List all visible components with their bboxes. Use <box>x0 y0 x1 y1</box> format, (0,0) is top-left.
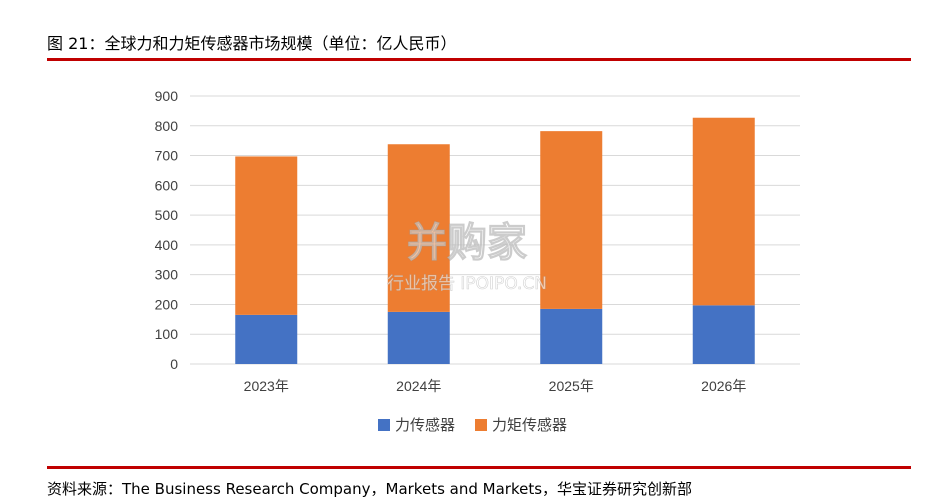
x-tick-label: 2026年 <box>701 378 746 394</box>
y-tick-label: 500 <box>155 207 179 223</box>
y-tick-label: 800 <box>155 118 179 134</box>
bar-force-3 <box>540 308 603 364</box>
watermark: 并购家 行业报告 IPOIPO.CN <box>387 220 548 295</box>
bar-force-1 <box>235 314 298 364</box>
bottom-divider <box>47 466 911 469</box>
y-tick-label: 300 <box>155 267 179 283</box>
figure-title: 图 21：全球力和力矩传感器市场规模（单位：亿人民币） <box>47 34 457 53</box>
bar-force-4 <box>692 305 755 364</box>
watermark-tagline: 行业报告 IPOIPO.CN <box>387 274 547 294</box>
y-tick-label: 200 <box>155 296 179 312</box>
legend-label-torque: 力矩传感器 <box>492 416 567 434</box>
legend-label-force: 力传感器 <box>395 416 455 434</box>
legend: 力传感器 力矩传感器 <box>378 416 567 434</box>
y-tick-label: 100 <box>155 326 179 342</box>
legend-swatch-torque <box>475 419 487 431</box>
x-tick-label: 2023年 <box>244 378 289 394</box>
y-tick-label: 400 <box>155 237 179 253</box>
watermark-brand: 并购家 <box>407 220 527 266</box>
legend-swatch-force <box>378 419 390 431</box>
bar-torque-1 <box>235 156 298 315</box>
bars <box>235 117 755 364</box>
bar-torque-2 <box>387 144 450 312</box>
x-tick-label: 2025年 <box>549 378 594 394</box>
y-tick-label: 0 <box>170 356 178 372</box>
y-tick-label: 900 <box>155 88 179 104</box>
x-axis-ticks: 2023年 2024年 2025年 2026年 <box>244 378 747 394</box>
y-tick-label: 700 <box>155 148 179 164</box>
x-tick-label: 2024年 <box>396 378 441 394</box>
y-axis-ticks: 0 100 200 300 400 500 600 700 800 900 <box>155 88 179 372</box>
bar-torque-4 <box>692 117 755 306</box>
bar-torque-3 <box>540 131 603 309</box>
source-note: 资料来源：The Business Research Company，Marke… <box>47 480 693 498</box>
bar-force-2 <box>387 311 450 364</box>
y-tick-label: 600 <box>155 177 179 193</box>
top-divider <box>47 58 911 61</box>
